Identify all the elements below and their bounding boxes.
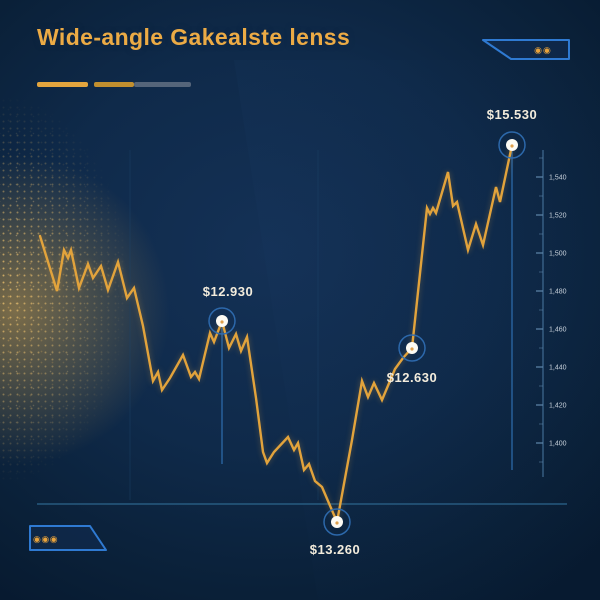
marker-drop-lines	[221, 145, 513, 470]
underline-bar-dim-gold	[94, 82, 134, 87]
bottom-left-badge-dots-icon: ◉◉◉	[33, 534, 58, 544]
y-axis-tick-label: 1,480	[549, 289, 567, 296]
data-markers: $12.930 $13.260 $12.630 $15.530	[203, 107, 538, 557]
marker-ring	[398, 334, 426, 362]
marker-dot-core	[510, 144, 514, 148]
y-axis-tick-label: 1,520	[549, 213, 567, 220]
marker-dot-core	[410, 347, 414, 351]
marker-dot-core	[220, 320, 224, 324]
underline-bar-gray	[134, 82, 191, 87]
marker-price-label: $13.260	[310, 542, 361, 557]
price-line	[38, 143, 514, 527]
top-right-badge-shape[interactable]	[482, 39, 570, 60]
y-axis-tick-label: 1,400	[549, 441, 567, 448]
marker-dot-core	[335, 521, 339, 525]
page-title: Wide-angle Gakealste lenss	[37, 24, 351, 50]
bottom-left-badge[interactable]: ◉◉◉	[29, 525, 107, 551]
top-right-badge-dots-icon: ◉◉	[534, 45, 552, 55]
marker-ring	[498, 131, 526, 159]
marker-ring	[208, 307, 236, 335]
gridlines	[37, 150, 567, 505]
y-axis-tick-label: 1,500	[549, 251, 567, 258]
marker-ring	[323, 508, 351, 536]
marker-price-label: $15.530	[487, 107, 538, 122]
y-axis-tick-label: 1,420	[549, 403, 567, 410]
marker-price-label: $12.630	[387, 370, 438, 385]
title-underline-bars	[37, 82, 191, 87]
top-right-badge[interactable]: ◉◉	[482, 39, 570, 60]
y-axis-tick-label: 1,440	[549, 365, 567, 372]
y-axis: 1,540 1,520 1,500 1,480 1,460 1,440 1,420 1,400	[536, 150, 567, 477]
y-axis-tick-label: 1,460	[549, 327, 567, 334]
bottom-left-badge-shape[interactable]	[29, 525, 107, 551]
marker-price-label: $12.930	[203, 284, 254, 299]
y-axis-tick-label: 1,540	[549, 175, 567, 182]
underline-bar-gold	[37, 82, 88, 87]
price-line-layer	[38, 143, 514, 527]
